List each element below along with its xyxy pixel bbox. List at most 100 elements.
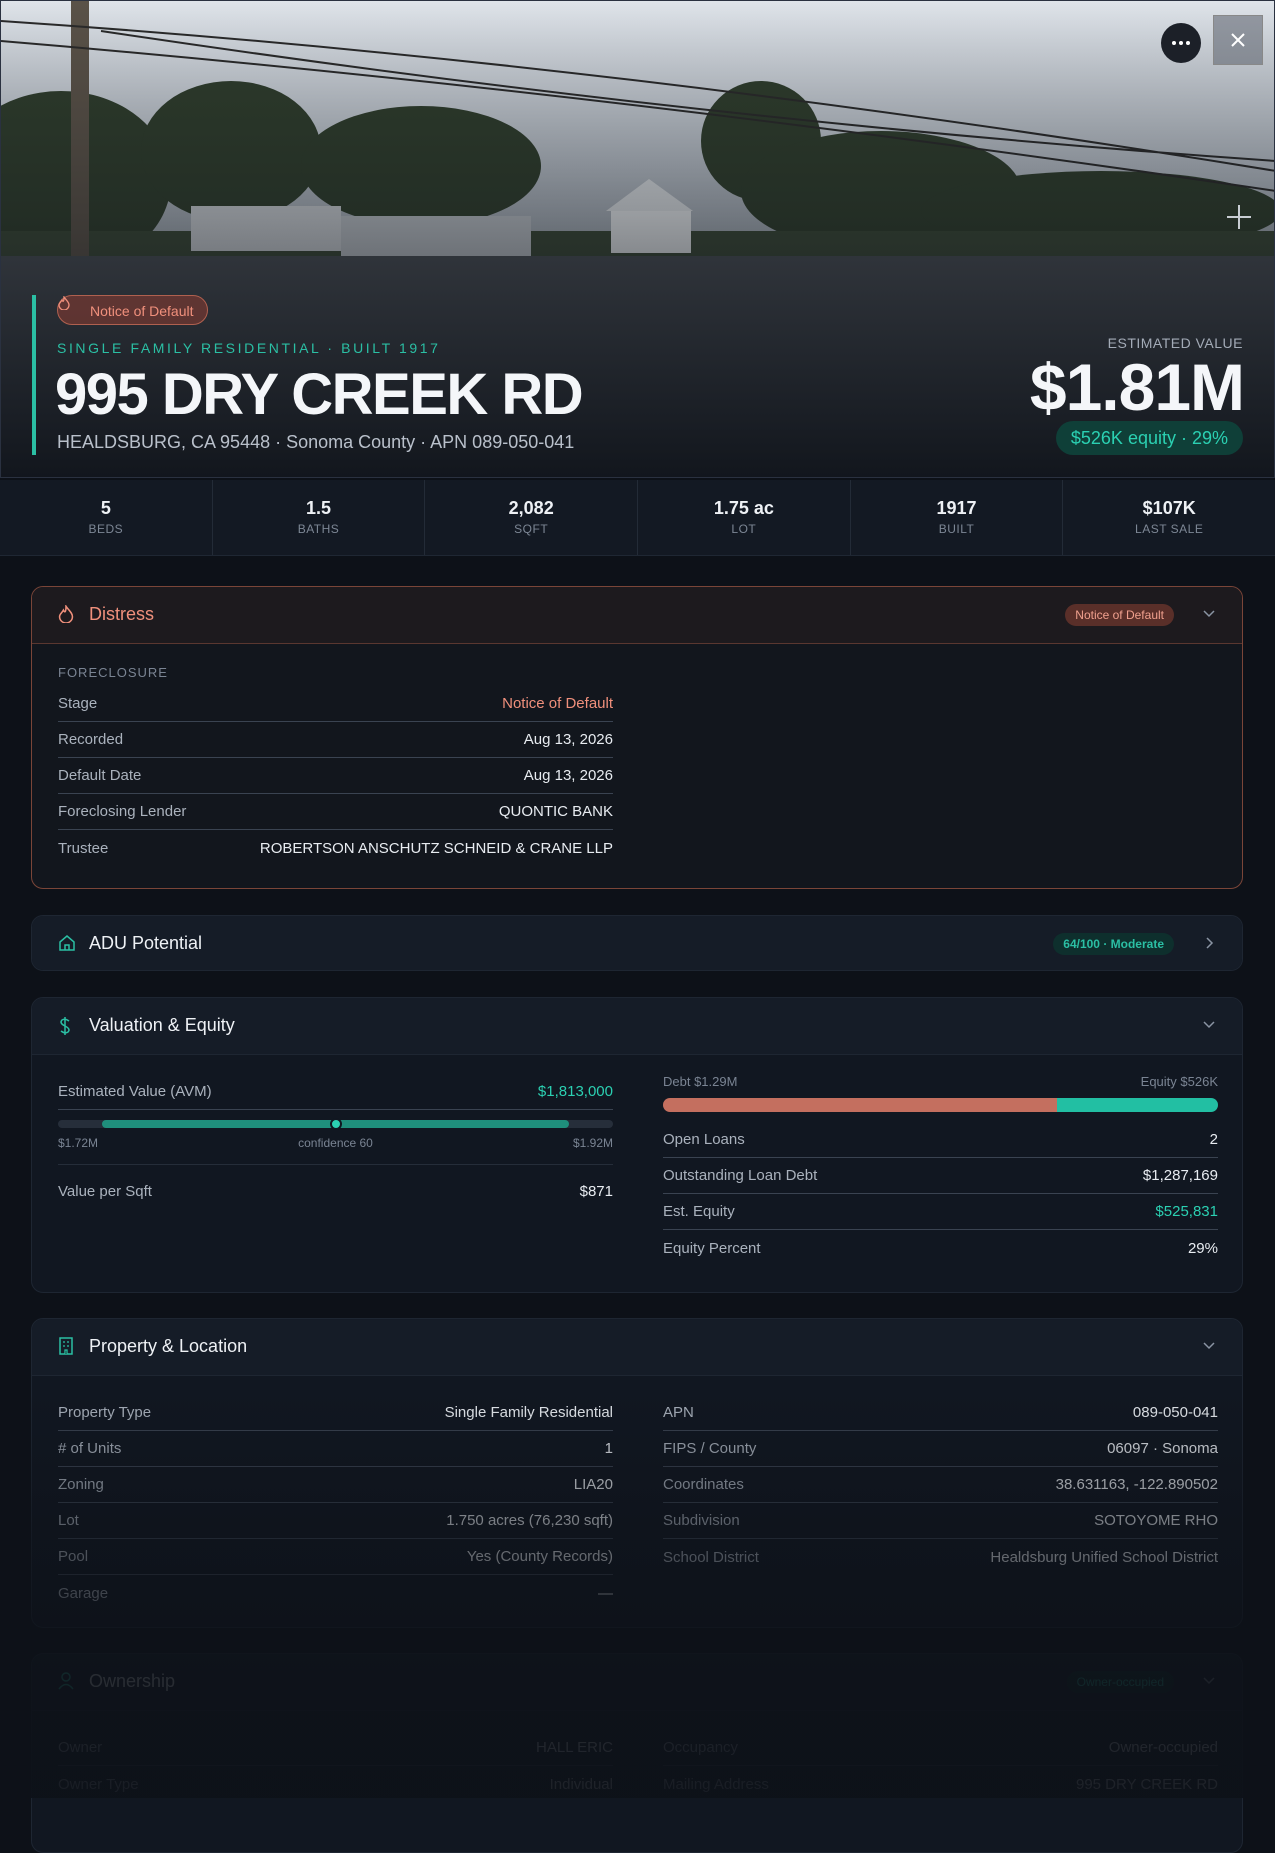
card-header[interactable]: Property & Location: [32, 1319, 1242, 1376]
stat-value: $107K: [1142, 498, 1196, 518]
stat-value: 2,082: [508, 498, 554, 518]
street-photo: [1, 1, 1274, 477]
rows: Open Loans 2 Outstanding Loan Debt $1,287,1…: [663, 1122, 1218, 1266]
detail-row: FIPS / County 06097 · Sonoma: [663, 1431, 1218, 1467]
card-header[interactable]: Valuation & Equity: [32, 998, 1242, 1055]
adu-card[interactable]: ADU Potential 64/100 · Moderate: [31, 915, 1243, 971]
row-label: Value per Sqft: [58, 1182, 152, 1200]
dollar-icon: [60, 1017, 70, 1035]
card-header[interactable]: Distress Notice of Default: [32, 587, 1242, 644]
stat-label: LAST SALE: [1135, 522, 1204, 536]
card-title: Distress: [89, 604, 155, 624]
equity-pill: $526K equity · 29%: [1055, 421, 1243, 455]
detail-row: Owner HALL ERIC: [58, 1730, 613, 1766]
chevron: [1206, 937, 1214, 949]
detail-row: School District Healdsburg Unified School…: [663, 1539, 1218, 1575]
row-label: Recorded: [58, 731, 124, 748]
equity-label: Equity $526K: [1140, 1074, 1218, 1089]
close-button[interactable]: [1213, 15, 1263, 65]
more-button[interactable]: [1161, 23, 1201, 63]
row-label: Equity Percent: [663, 1239, 761, 1257]
stat: 5 BEDS: [0, 480, 213, 555]
row-label: Subdivision: [663, 1512, 740, 1529]
row-value: Aug 13, 2026: [523, 767, 613, 784]
detail-row: Trustee ROBERTSON ANSCHUTZ SCHNEID & CRAN…: [58, 830, 613, 866]
detail-row: Owner Type Individual: [58, 1766, 613, 1802]
row-value: Individual: [549, 1775, 613, 1793]
stat-label: LOT: [731, 522, 757, 536]
row-value: 06097 · Sonoma: [1107, 1440, 1218, 1457]
flame-icon: [58, 296, 70, 310]
row-label: School District: [663, 1548, 759, 1566]
card-header[interactable]: ADU Potential 64/100 · Moderate: [32, 916, 1242, 970]
stat-label: SQFT: [514, 522, 549, 536]
row-value: 1.750 acres (76,230 sqft): [446, 1512, 613, 1529]
card-header[interactable]: Ownership Owner-occupied: [32, 1654, 1242, 1711]
stat: 1.5 BATHS: [213, 480, 426, 555]
row-label: Outstanding Loan Debt: [663, 1167, 818, 1184]
row-label: FIPS / County: [663, 1440, 757, 1457]
stats-strip: 5 BEDS 1.5 BATHS 2,082 SQFT 1.75 ac LOT 1917 BUIL…: [0, 480, 1275, 556]
stat-value: 5: [100, 498, 111, 518]
row-value: Owner-occupied: [1108, 1739, 1218, 1756]
value: $1,813,000: [537, 1083, 613, 1100]
bar-segment: [663, 1098, 1058, 1112]
row-label: Foreclosing Lender: [58, 803, 187, 820]
rows-right: Occupancy Owner-occupied Mailing Address 99…: [663, 1730, 1218, 1802]
row-value: 089-050-041: [1132, 1404, 1218, 1421]
stat-label: BUILT: [938, 522, 975, 536]
confidence: confidence 60: [298, 1136, 373, 1150]
row-label: Occupancy: [663, 1739, 739, 1756]
ownership-card: Ownership Owner-occupied Owner HALL ERIC O…: [31, 1653, 1243, 1853]
row-value: Notice of Default: [502, 695, 613, 712]
chevron: [1203, 610, 1215, 618]
detail-row: Garage —: [58, 1575, 613, 1611]
card-title: Ownership: [89, 1671, 176, 1691]
avm-section: Estimated Value (AVM) $1,813,000 $1.72M …: [58, 1074, 613, 1209]
label: Estimated Value (AVM): [58, 1083, 212, 1100]
chevron: [1203, 1677, 1215, 1685]
row-value: 38.631163, -122.890502: [1055, 1476, 1218, 1493]
row-label: Trustee: [58, 839, 109, 857]
detail-row: Pool Yes (County Records): [58, 1539, 613, 1575]
property-card: Property & Location Property Type Single …: [31, 1318, 1243, 1628]
building-icon: [59, 1337, 73, 1355]
card-title: Property & Location: [89, 1336, 248, 1356]
row-value: HALL ERIC: [536, 1739, 613, 1756]
row-label: Owner Type: [58, 1775, 139, 1793]
badge: Owner-occupied: [1066, 1671, 1174, 1693]
stat-value: 1917: [936, 498, 977, 518]
row-label: Open Loans: [663, 1131, 745, 1148]
close-icon: [1231, 33, 1245, 47]
address: 995 DRY CREEK RD: [55, 362, 584, 427]
row-value: QUONTIC BANK: [498, 803, 613, 820]
badge-text: Notice of Default: [90, 303, 194, 319]
stat-label: BEDS: [88, 522, 124, 536]
row-label: Garage: [58, 1584, 109, 1602]
stat: 2,082 SQFT: [425, 480, 639, 555]
row-label: APN: [663, 1404, 694, 1421]
row-value: 1: [604, 1440, 613, 1457]
home-icon: [59, 935, 75, 951]
detail-row: Stage Notice of Default: [58, 686, 613, 722]
detail-row: Open Loans 2: [663, 1122, 1218, 1158]
detail-row: Equity Percent 29%: [663, 1230, 1218, 1266]
distress-card: Distress Notice of Default FORECLOSURE S…: [31, 586, 1243, 889]
row-value: Single Family Residential: [444, 1404, 613, 1421]
card-title: Valuation & Equity: [89, 1015, 235, 1035]
rows-right: APN 089-050-041 FIPS / County 06097 · Sonom…: [663, 1395, 1218, 1575]
row-value: 2: [1209, 1131, 1218, 1148]
detail-row: Foreclosing Lender QUONTIC BANK: [58, 794, 613, 830]
row-label: Default Date: [58, 767, 142, 784]
row-value: $871: [579, 1182, 613, 1200]
stat-value: 1.5: [305, 498, 332, 518]
stat-label: BATHS: [297, 522, 340, 536]
bar-labels: Debt $1.29M Equity $526K: [663, 1074, 1218, 1092]
value-label: ESTIMATED VALUE: [1107, 335, 1243, 351]
bar-segment: [1057, 1098, 1218, 1112]
row-value: SOTOYOME RHO: [1094, 1512, 1218, 1529]
badge: 64/100 · Moderate: [1053, 933, 1174, 955]
row-label: Pool: [58, 1548, 89, 1565]
